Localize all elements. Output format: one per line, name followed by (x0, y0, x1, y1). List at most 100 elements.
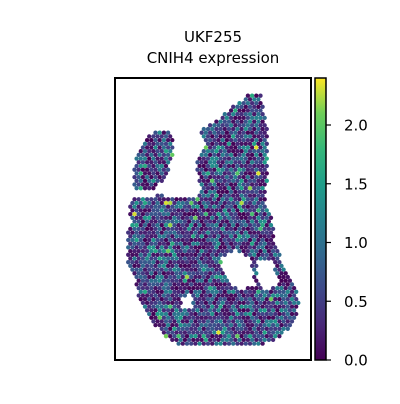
spot (235, 104, 240, 109)
spot (159, 141, 164, 146)
spot (260, 341, 265, 346)
spot (130, 215, 135, 220)
spot (163, 149, 169, 154)
spot (262, 315, 267, 320)
spot (260, 171, 265, 176)
spot (239, 215, 244, 220)
spot (157, 271, 162, 276)
spot (170, 197, 175, 202)
spot (270, 308, 276, 313)
spot (174, 293, 179, 298)
spot (252, 297, 257, 302)
spot (199, 293, 204, 298)
spot (172, 326, 177, 331)
spot (180, 223, 185, 228)
colorbar-tick-label: 1.5 (344, 175, 368, 193)
spot (136, 160, 141, 165)
spot (136, 293, 141, 298)
spot (144, 174, 150, 180)
spot (193, 230, 198, 235)
spot (220, 278, 225, 283)
spot (205, 178, 211, 183)
spot (159, 282, 164, 287)
spot (207, 234, 213, 239)
spot (189, 252, 194, 257)
spot (283, 315, 288, 320)
spot (144, 241, 150, 246)
spot (239, 289, 244, 294)
spot (264, 304, 269, 309)
spot (201, 237, 206, 243)
spot (136, 285, 141, 291)
spot (165, 197, 171, 202)
spot (199, 322, 204, 328)
spot (264, 178, 269, 183)
spot (153, 263, 158, 269)
spot (266, 226, 272, 232)
spot (199, 182, 204, 187)
spot (176, 215, 181, 220)
spot (161, 145, 167, 150)
spot (228, 337, 234, 343)
spot (189, 334, 194, 339)
spot (228, 322, 234, 328)
spot (256, 297, 261, 302)
spot (256, 208, 261, 213)
spot (161, 293, 167, 298)
spot (163, 163, 169, 169)
spot (155, 215, 160, 220)
spot (140, 241, 146, 246)
spot (247, 289, 253, 294)
spot (273, 289, 278, 294)
spot (235, 334, 240, 339)
spot (262, 167, 267, 172)
spot (285, 311, 290, 317)
spot (216, 271, 221, 276)
spot (289, 289, 295, 294)
spot (212, 226, 217, 232)
spot (201, 126, 206, 132)
spot (224, 241, 230, 246)
spot (254, 108, 259, 113)
spot (283, 300, 288, 306)
spot (207, 123, 213, 128)
spot (161, 330, 167, 335)
spot (212, 123, 217, 128)
spot (249, 108, 255, 113)
spot (174, 285, 179, 291)
spot (184, 341, 190, 346)
spot (262, 226, 267, 232)
spot (153, 271, 158, 276)
spot (214, 171, 219, 176)
colorbar-ticks: 0.00.51.01.52.0 (326, 117, 368, 370)
spot (241, 234, 246, 239)
spot (207, 322, 213, 328)
spot (218, 178, 223, 183)
spot (258, 211, 263, 217)
spot (243, 126, 248, 132)
spot (180, 326, 185, 331)
spot (216, 293, 221, 298)
spot (222, 149, 227, 154)
spot (239, 334, 244, 339)
spot (258, 189, 263, 195)
spot (216, 189, 221, 195)
spot (174, 300, 179, 306)
spot (151, 186, 156, 191)
spot (176, 282, 181, 287)
spot (260, 200, 265, 206)
spot (254, 211, 259, 217)
spot (254, 152, 259, 158)
spot (279, 263, 284, 269)
spot (210, 245, 215, 250)
spot (228, 108, 234, 113)
spot (245, 137, 251, 143)
spot (163, 215, 169, 220)
spot (245, 123, 251, 128)
spot (182, 211, 188, 217)
spot (262, 248, 267, 254)
spot (243, 178, 248, 183)
spot (184, 334, 190, 339)
spot (252, 252, 257, 257)
spot (254, 130, 259, 135)
